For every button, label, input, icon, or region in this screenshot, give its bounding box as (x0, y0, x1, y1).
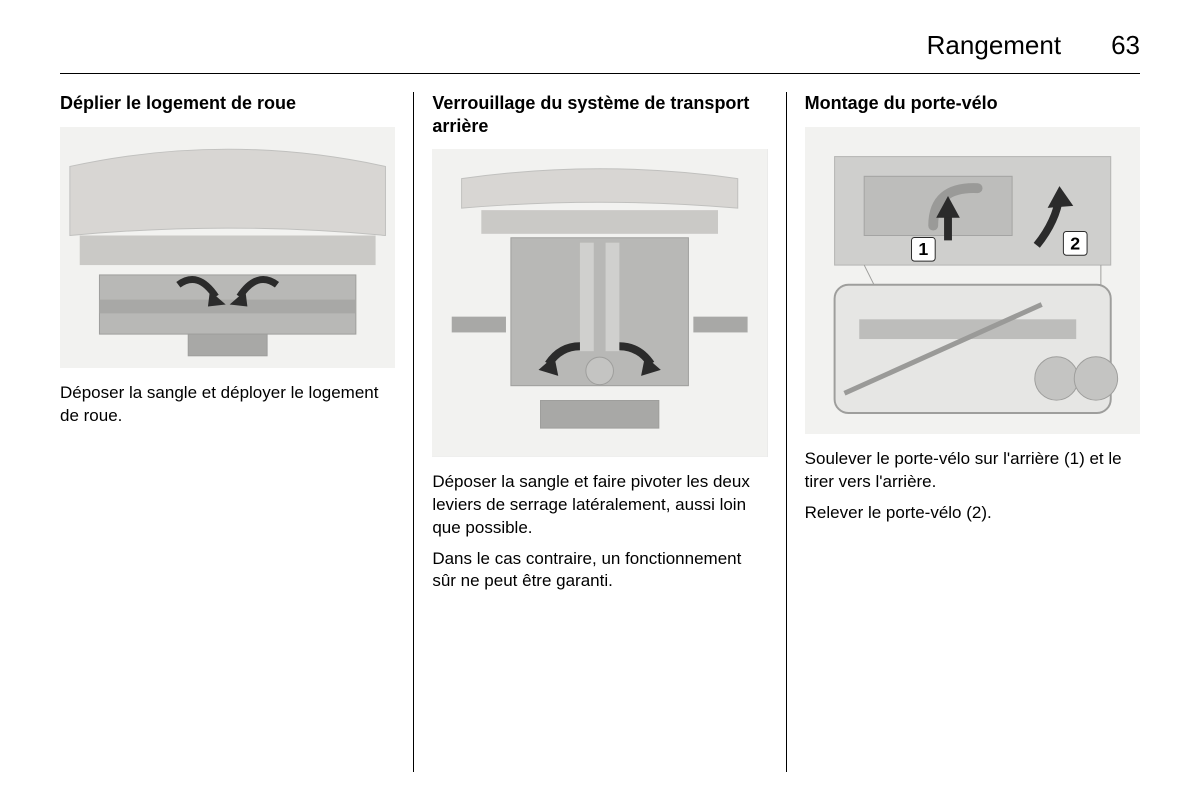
step-label-2: 2 (1070, 233, 1080, 253)
column-1-paragraph-1: Déposer la sangle et déployer le lo­geme… (60, 382, 395, 428)
column-3-paragraph-1: Soulever le porte-vélo sur l'arrière (1)… (805, 448, 1140, 494)
column-2-paragraph-2: Dans le cas contraire, un fonctionne­men… (432, 548, 767, 594)
content-columns: Déplier le logement de roue Déposer la s… (60, 92, 1140, 772)
figure-lock-levers (432, 149, 767, 457)
lock-levers-diagram (432, 149, 767, 457)
column-2-heading: Verrouillage du système de transport arr… (432, 92, 767, 137)
step-label-1: 1 (918, 239, 928, 259)
figure-wheel-recess (60, 127, 395, 369)
figure-bike-carrier: 1 2 (805, 127, 1140, 435)
column-1: Déplier le logement de roue Déposer la s… (60, 92, 413, 772)
column-3-heading: Montage du porte-vélo (805, 92, 1140, 115)
section-title: Rangement (927, 30, 1061, 61)
wheel-recess-diagram (60, 127, 395, 369)
page-header: Rangement 63 (60, 30, 1140, 74)
column-3-paragraph-2: Relever le porte-vélo (2). (805, 502, 1140, 525)
column-3: Montage du porte-vélo 1 2 (786, 92, 1140, 772)
column-1-heading: Déplier le logement de roue (60, 92, 395, 115)
page-number: 63 (1111, 30, 1140, 61)
column-2: Verrouillage du système de transport arr… (413, 92, 785, 772)
column-2-paragraph-1: Déposer la sangle et faire pivoter les d… (432, 471, 767, 540)
bike-carrier-diagram: 1 2 (805, 127, 1140, 435)
